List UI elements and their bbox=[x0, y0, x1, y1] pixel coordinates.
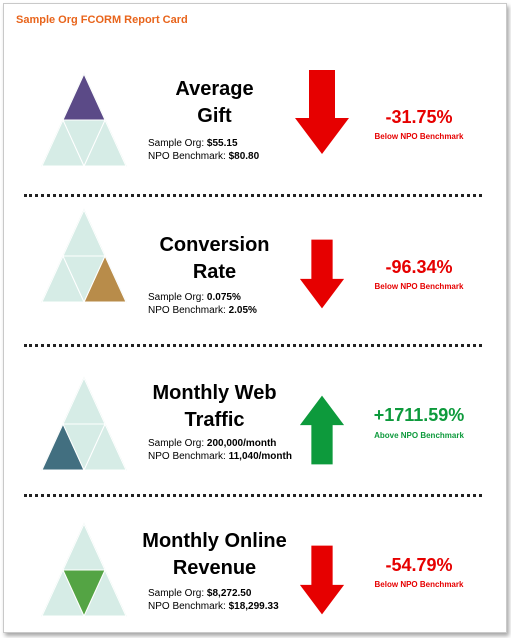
benchmark-value: 2.05% bbox=[228, 305, 257, 316]
metric-title-line2: Traffic bbox=[184, 409, 245, 431]
benchmark-value: 11,040/month bbox=[228, 451, 292, 462]
org-stat: Sample Org: $55.15 bbox=[148, 138, 238, 149]
benchmark-comparison: Below NPO Benchmark bbox=[374, 282, 464, 291]
benchmark-label: NPO Benchmark: bbox=[148, 151, 229, 162]
benchmark-comparison: Above NPO Benchmark bbox=[374, 431, 464, 440]
benchmark-stat: NPO Benchmark: 2.05% bbox=[148, 305, 257, 316]
benchmark-label: NPO Benchmark: bbox=[148, 451, 229, 462]
metric-monthly-online-revenue: Monthly Online Revenue Sample Org: $8,27… bbox=[4, 500, 506, 630]
metric-title-line2: Gift bbox=[197, 105, 232, 127]
metric-title: Monthly Online Revenue bbox=[122, 528, 307, 582]
pyramid-bottom-right-highlight-icon bbox=[41, 208, 127, 304]
org-label: Sample Org: bbox=[148, 588, 207, 599]
metric-title-line1: Average bbox=[175, 78, 254, 100]
section-divider bbox=[24, 344, 482, 347]
change-percent: +1711.59% bbox=[373, 405, 465, 425]
org-stat: Sample Org: 200,000/month bbox=[148, 438, 276, 449]
metric-monthly-web-traffic: Monthly Web Traffic Sample Org: 200,000/… bbox=[4, 352, 506, 482]
org-value: 200,000/month bbox=[206, 438, 277, 449]
benchmark-label: NPO Benchmark: bbox=[148, 305, 229, 316]
metric-average-gift: Average Gift Sample Org: $55.15 NPO Benc… bbox=[4, 64, 506, 194]
change-percent: -54.79% bbox=[385, 555, 453, 575]
pyramid-bottom-left-highlight-icon bbox=[41, 376, 127, 472]
red-down-arrow-icon bbox=[299, 239, 345, 309]
benchmark-stat: NPO Benchmark: $80.80 bbox=[148, 151, 259, 162]
report-card: Sample Org FCORM Report Card Average Gif… bbox=[3, 3, 507, 633]
org-value: $55.15 bbox=[206, 138, 238, 149]
org-value: 0.075% bbox=[206, 292, 241, 303]
org-label: Sample Org: bbox=[148, 292, 207, 303]
benchmark-label: NPO Benchmark: bbox=[148, 601, 229, 612]
org-label: Sample Org: bbox=[148, 438, 207, 449]
metric-title-line1: Conversion bbox=[159, 234, 270, 256]
red-down-arrow-icon bbox=[295, 70, 349, 154]
metric-title-line1: Monthly Web bbox=[152, 382, 277, 404]
metric-title-line2: Revenue bbox=[172, 557, 257, 579]
metric-title-line1: Monthly Online bbox=[142, 530, 287, 552]
benchmark-value: $80.80 bbox=[228, 151, 260, 162]
metric-title: Average Gift bbox=[132, 76, 297, 130]
report-title: Sample Org FCORM Report Card bbox=[16, 14, 188, 26]
org-label: Sample Org: bbox=[148, 138, 207, 149]
org-value: $8,272.50 bbox=[206, 588, 252, 599]
green-up-arrow-icon bbox=[299, 395, 345, 465]
change-percent: -96.34% bbox=[385, 257, 453, 277]
benchmark-stat: NPO Benchmark: 11,040/month bbox=[148, 451, 292, 462]
metric-title-line2: Rate bbox=[192, 261, 237, 283]
benchmark-value: $18,299.33 bbox=[228, 601, 279, 612]
pyramid-top-highlight-icon bbox=[41, 72, 127, 168]
org-stat: Sample Org: 0.075% bbox=[148, 292, 241, 303]
benchmark-comparison: Below NPO Benchmark bbox=[374, 132, 464, 141]
red-down-arrow-icon bbox=[299, 545, 345, 615]
section-divider bbox=[24, 494, 482, 497]
change-percent: -31.75% bbox=[385, 107, 453, 127]
metric-title: Monthly Web Traffic bbox=[132, 380, 297, 434]
metric-title: Conversion Rate bbox=[132, 232, 297, 286]
pyramid-center-highlight-icon bbox=[41, 522, 127, 618]
benchmark-comparison: Below NPO Benchmark bbox=[374, 580, 464, 589]
benchmark-stat: NPO Benchmark: $18,299.33 bbox=[148, 601, 279, 612]
org-stat: Sample Org: $8,272.50 bbox=[148, 588, 251, 599]
section-divider bbox=[24, 194, 482, 197]
metric-conversion-rate: Conversion Rate Sample Org: 0.075% NPO B… bbox=[4, 202, 506, 332]
